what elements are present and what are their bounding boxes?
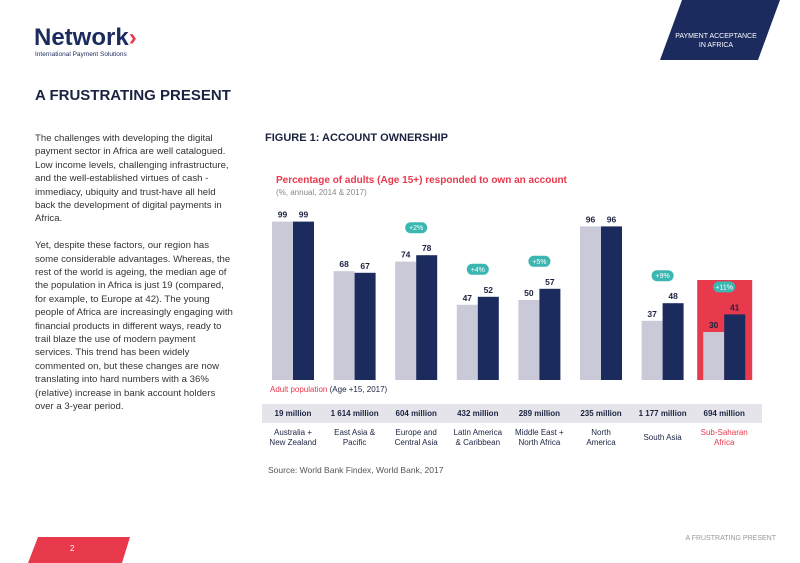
- value-label: 96: [607, 214, 617, 224]
- bar: [580, 226, 601, 380]
- heading: A FRUSTRATING PRESENT: [35, 87, 231, 104]
- population-note: (Age +15, 2017): [329, 385, 388, 394]
- value-label: 52: [484, 285, 494, 295]
- value-label: 67: [360, 261, 370, 271]
- population-value: 1 177 million: [638, 409, 687, 418]
- bar: [518, 300, 540, 380]
- value-label: 78: [422, 243, 432, 253]
- bar: [333, 271, 355, 380]
- chart-subtitle: (%, annual, 2014 & 2017): [276, 188, 367, 197]
- change-badge: [528, 255, 551, 267]
- population-band: [262, 404, 762, 423]
- source: Source: World Bank Findex, World Bank, 2…: [268, 465, 444, 475]
- bar: [724, 314, 746, 380]
- value-label: 37: [647, 309, 657, 319]
- bar: [354, 272, 376, 380]
- population-value: 694 million: [703, 409, 745, 418]
- x-tick-label: Sub-Saharan Africa: [700, 428, 748, 447]
- change-label: +5%: [532, 259, 546, 266]
- bar: [703, 332, 725, 380]
- section-tag: PAYMENT ACCEPTANCE IN AFRICA: [675, 33, 757, 49]
- value-label: 50: [524, 288, 534, 298]
- bar: [293, 221, 314, 380]
- change-badge: [405, 222, 428, 234]
- population-label: Adult population: [270, 385, 328, 394]
- change-label: +9%: [655, 273, 669, 280]
- x-tick-label: South Asia: [643, 433, 682, 442]
- population-value: 604 million: [395, 409, 437, 418]
- population-value: 432 million: [457, 409, 499, 418]
- bar: [272, 221, 293, 380]
- change-label: +2%: [409, 225, 423, 232]
- population-title: Adult population (Age +15, 2017): [270, 385, 387, 394]
- body: The challenges with developing the digit…: [35, 132, 235, 414]
- value-label: 68: [339, 259, 349, 269]
- change-badge: [466, 263, 489, 275]
- bar: [477, 296, 499, 380]
- change-label: +11%: [715, 284, 733, 291]
- page-shape: [28, 537, 130, 563]
- value-label: 74: [401, 250, 411, 260]
- value-label: 96: [586, 214, 596, 224]
- bar: [416, 255, 438, 380]
- footer-section: A FRUSTRATING PRESENT: [685, 535, 777, 542]
- bar: [395, 261, 417, 380]
- logo-text: Network: [34, 24, 129, 51]
- change-label: +4%: [471, 267, 485, 274]
- population-value: 289 million: [518, 409, 561, 418]
- value-label: 99: [299, 210, 309, 220]
- value-label: 57: [545, 277, 555, 287]
- paragraph: Yet, despite these factors, our region h…: [35, 240, 233, 413]
- bar: [662, 303, 684, 380]
- chart-title: Percentage of adults (Age 15+) responded…: [276, 175, 567, 186]
- value-label: 99: [278, 210, 288, 220]
- paragraph: The challenges with developing the digit…: [35, 133, 229, 225]
- x-tick-label: Europe and Central Asia: [394, 428, 438, 447]
- logo: Network›: [34, 24, 137, 51]
- value-label: 48: [668, 291, 678, 301]
- x-tick-label: Latin America & Caribbean: [453, 428, 503, 447]
- population-value: 1 614 million: [330, 409, 379, 418]
- x-tick-label: Australia + New Zealand: [269, 428, 317, 447]
- tag-shape: [660, 0, 780, 60]
- value-label: 41: [730, 302, 740, 312]
- population-value: 235 million: [580, 409, 622, 418]
- bar: [539, 288, 561, 380]
- page-number: 2: [70, 544, 75, 553]
- figure-title: FIGURE 1: ACCOUNT OWNERSHIP: [265, 132, 448, 144]
- x-tick-label: North America: [586, 428, 616, 447]
- value-label: 47: [463, 293, 473, 303]
- population-value: 19 million: [274, 409, 312, 418]
- bar: [601, 226, 622, 380]
- logo-sub: International Payment Solutions: [35, 51, 127, 58]
- x-tick-label: East Asia & Pacific: [334, 428, 376, 447]
- bar: [456, 304, 478, 380]
- bar: [641, 320, 663, 380]
- change-badge: [651, 270, 674, 282]
- x-tick-label: Middle East + North Africa: [515, 428, 564, 447]
- change-badge: [713, 281, 736, 293]
- value-label: 30: [709, 320, 719, 330]
